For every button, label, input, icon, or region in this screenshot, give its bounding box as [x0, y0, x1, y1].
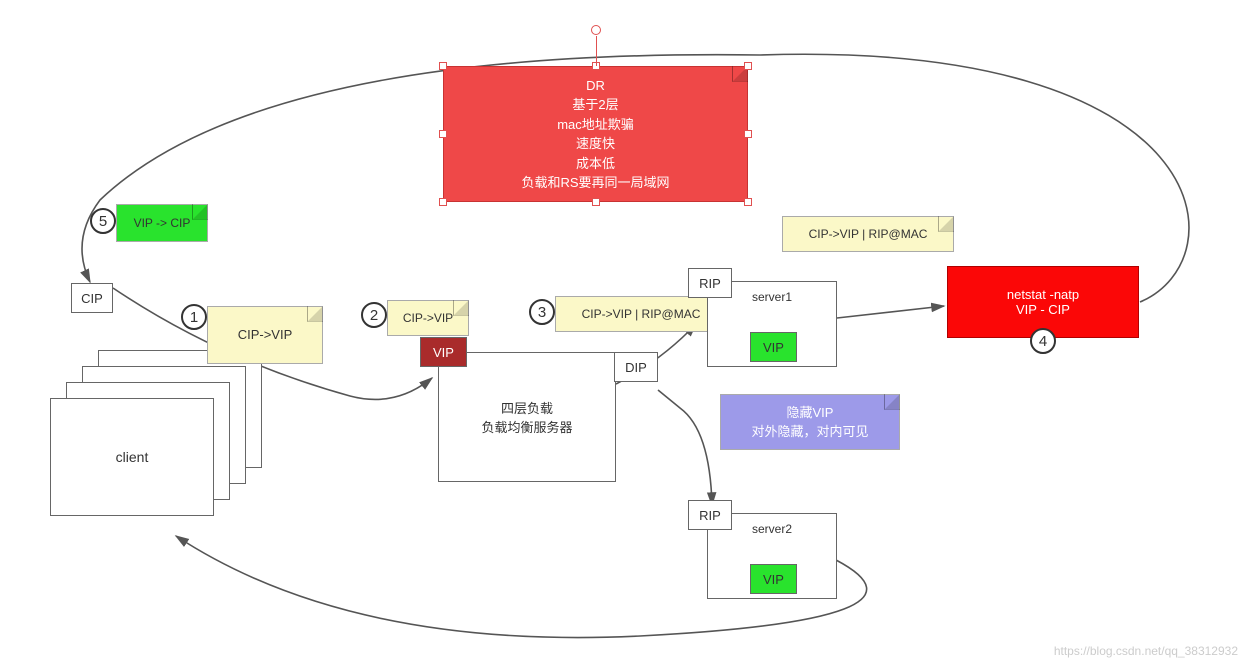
step-circle-3[interactable]: 3	[529, 299, 555, 325]
note-hidden-vip[interactable]: 隐藏VIP 对外隐藏，对内可见	[720, 394, 900, 450]
selection-handle[interactable]	[744, 62, 752, 70]
edge-arrow	[837, 306, 944, 318]
edge-arrow	[658, 390, 712, 505]
selection-handle[interactable]	[592, 198, 600, 206]
server2-vip[interactable]: VIP	[750, 564, 797, 594]
note-fold-icon	[307, 306, 323, 322]
load-balancer-box[interactable]: 四层负载 负载均衡服务器	[438, 352, 616, 482]
step-circle-4[interactable]: 4	[1030, 328, 1056, 354]
server1-rip[interactable]: RIP	[688, 268, 732, 298]
client-box[interactable]: client	[50, 398, 214, 516]
step-circle-5[interactable]: 5	[90, 208, 116, 234]
note-top-yellow[interactable]: CIP->VIP | RIP@MAC	[782, 216, 954, 252]
vip-dark-box[interactable]: VIP	[420, 337, 467, 367]
note-step5[interactable]: VIP -> CIP	[116, 204, 208, 242]
selection-handle[interactable]	[744, 130, 752, 138]
note-fold-icon	[453, 300, 469, 316]
note5-text: VIP -> CIP	[134, 214, 191, 232]
note-fold-icon	[938, 216, 954, 232]
dr-note[interactable]: DR 基于2层 mac地址欺骗 速度快 成本低 负载和RS要再同一局域网	[443, 66, 748, 202]
selection-handle[interactable]	[439, 198, 447, 206]
cip-box[interactable]: CIP	[71, 283, 113, 313]
dr-note-text: DR 基于2层 mac地址欺骗 速度快 成本低 负载和RS要再同一局域网	[521, 76, 669, 193]
note-step1[interactable]: CIP->VIP	[207, 306, 323, 364]
dip-box[interactable]: DIP	[614, 352, 658, 382]
selection-handle[interactable]	[744, 198, 752, 206]
selection-handle[interactable]	[439, 62, 447, 70]
note-step2[interactable]: CIP->VIP	[387, 300, 469, 336]
selection-handle[interactable]	[439, 130, 447, 138]
note-fold-icon	[192, 204, 208, 220]
note-step3[interactable]: CIP->VIP | RIP@MAC	[555, 296, 727, 332]
server1-vip[interactable]: VIP	[750, 332, 797, 362]
step-circle-1[interactable]: 1	[181, 304, 207, 330]
watermark: https://blog.csdn.net/qq_38312932	[1054, 644, 1238, 658]
step-circle-2[interactable]: 2	[361, 302, 387, 328]
server2-rip[interactable]: RIP	[688, 500, 732, 530]
rotation-stem	[596, 36, 597, 66]
rotation-handle[interactable]	[591, 25, 601, 35]
note-fold-icon	[884, 394, 900, 410]
